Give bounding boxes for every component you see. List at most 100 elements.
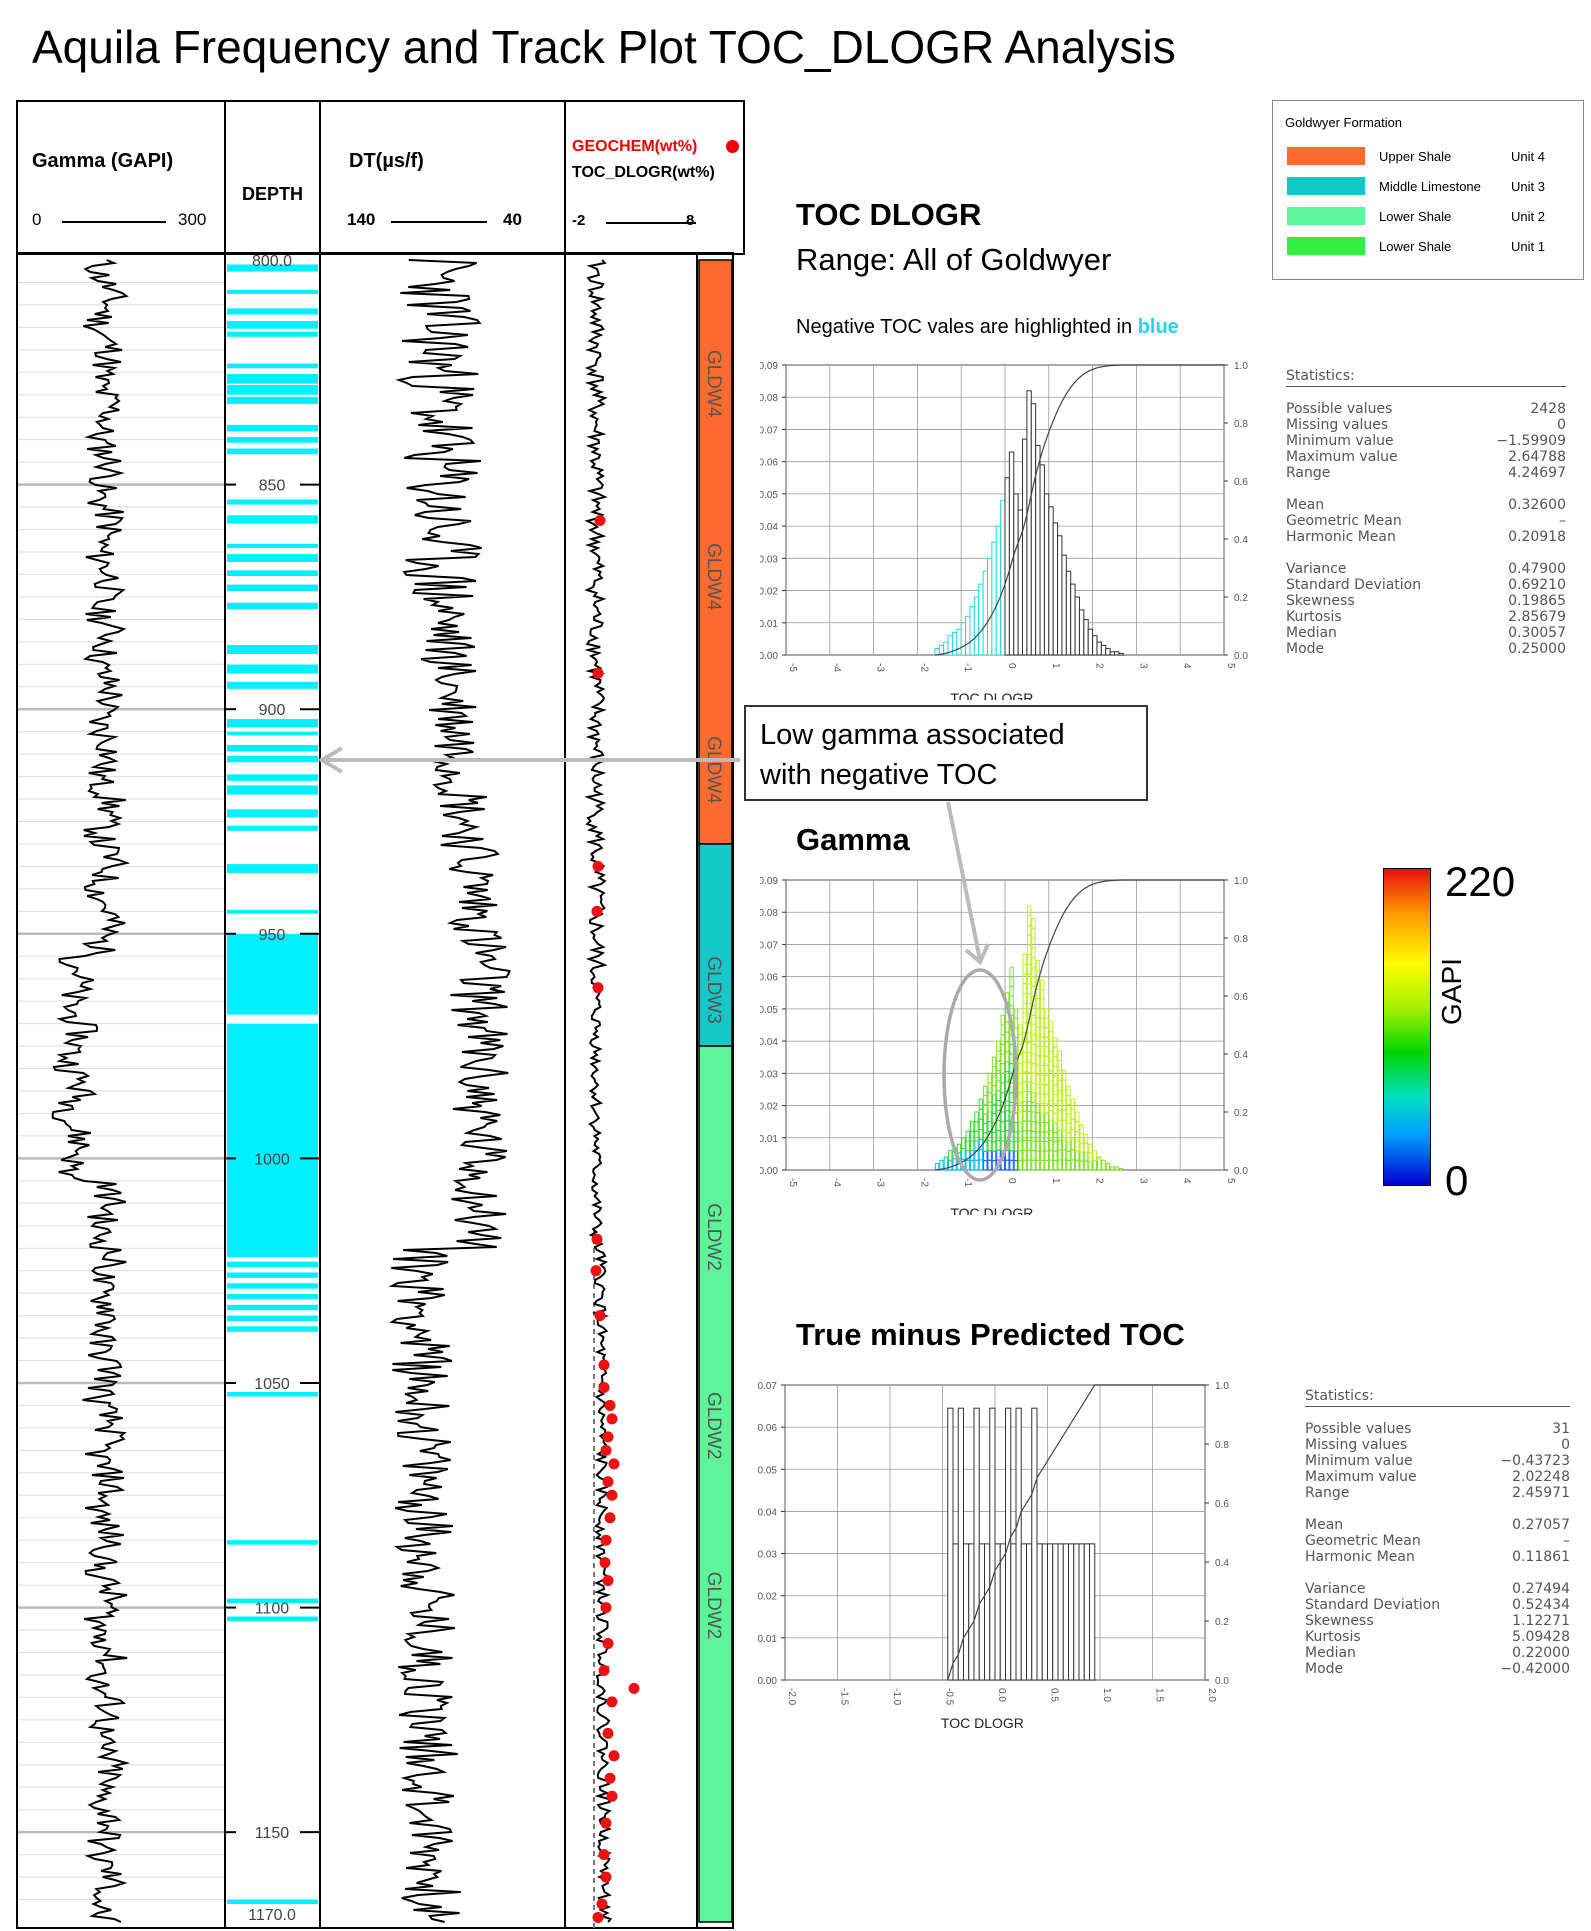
stats-row: Skewness 1.12271 xyxy=(1305,1613,1570,1629)
legend-title: Goldwyer Formation xyxy=(1285,115,1403,130)
stats-value: 0.19865 xyxy=(1508,593,1566,609)
stats-label: Variance xyxy=(1286,561,1347,577)
depth-highlight xyxy=(227,909,318,914)
zone-label: GLDW2 xyxy=(703,1572,724,1640)
y-tick-label: 0.03 xyxy=(760,554,778,565)
stats-row: Minimum value −1.59909 xyxy=(1286,433,1566,449)
histogram-bar xyxy=(1073,1543,1080,1681)
stats-row: Maximum value 2.64788 xyxy=(1286,449,1566,465)
y-tick-label: 0.03 xyxy=(758,1550,778,1561)
geochem-point xyxy=(598,1381,610,1393)
stats-label: Geometric Mean xyxy=(1286,513,1402,529)
stats-value: 1.12271 xyxy=(1512,1613,1570,1629)
zone-label: GLDW4 xyxy=(703,350,724,418)
x-tick-label: 0 xyxy=(1006,663,1017,669)
zone-column: GLDW4 GLDW4 GLDW4 GLDW3 GLDW2 GLDW2 GLDW2 xyxy=(698,259,733,1923)
x-tick-label: 2 xyxy=(1094,663,1105,669)
y-tick-label: 0.08 xyxy=(760,908,778,919)
histogram-bar xyxy=(1022,438,1028,656)
geochem-point xyxy=(606,1413,618,1425)
histogram-bar xyxy=(948,1150,953,1161)
geochem-dot-icon xyxy=(726,140,739,153)
depth-highlight xyxy=(227,385,318,395)
note-text: Negative TOC vales are highlighted in xyxy=(796,316,1138,338)
histogram-bar xyxy=(1018,1024,1023,1036)
x-tick-label: -4 xyxy=(831,663,842,672)
stats-value: 0 xyxy=(1557,417,1566,433)
gamma-gridlines xyxy=(18,281,224,1901)
stats-row: Standard Deviation 0.52434 xyxy=(1305,1597,1570,1613)
depth-highlight xyxy=(227,745,318,752)
histogram-bar xyxy=(1070,1098,1076,1110)
stats-row: Geometric Mean – xyxy=(1286,513,1566,529)
histogram-bar xyxy=(1079,1124,1084,1135)
y-tick-label: 0.01 xyxy=(758,1634,778,1645)
histogram-bar xyxy=(991,1056,997,1068)
depth-highlight xyxy=(227,864,318,873)
histogram-bar xyxy=(1083,619,1089,656)
stats-row: Variance 0.47900 xyxy=(1286,561,1566,577)
geochem-point xyxy=(602,1476,614,1488)
histogram-bar xyxy=(1088,1143,1093,1154)
histogram-bar xyxy=(1013,493,1019,656)
stats-row: Kurtosis 2.85679 xyxy=(1286,609,1566,625)
negative-toc-depth-highlights xyxy=(227,264,318,1905)
x-tick-label: -1.5 xyxy=(839,1688,850,1706)
y-tick-label: 0.07 xyxy=(758,1381,778,1392)
histogram-bar xyxy=(1114,1166,1119,1171)
histogram-bar xyxy=(968,1543,975,1681)
residual-statistics-panel: Statistics: Possible values 31 Missing valu… xyxy=(1305,1388,1570,1677)
y2-tick-label: 0.2 xyxy=(1215,1617,1229,1628)
depth-highlight xyxy=(227,1272,318,1278)
stats-row: Possible values 31 xyxy=(1305,1421,1570,1437)
legend-swatch xyxy=(1287,147,1365,165)
stats-label: Range xyxy=(1305,1485,1350,1501)
geochem-point xyxy=(598,1664,610,1676)
y-tick-label: 0.01 xyxy=(760,1134,778,1145)
geochem-point xyxy=(628,1682,640,1694)
depth-tick-label: 1050 xyxy=(254,1376,290,1393)
y2-tick-label: 0.0 xyxy=(1234,651,1248,662)
x-tick-label: 2.0 xyxy=(1206,1688,1217,1702)
histogram-bar xyxy=(1031,918,1036,929)
cumulative-curve xyxy=(934,879,1224,1171)
histogram-bar xyxy=(1100,644,1107,656)
histogram-bar xyxy=(939,1159,944,1171)
y-tick-label: 0.00 xyxy=(760,1166,778,1177)
geochem-point xyxy=(592,1912,604,1924)
stats-gap xyxy=(1305,1501,1570,1517)
zone-block xyxy=(698,843,733,1047)
x-tick-label: -2 xyxy=(918,1178,929,1187)
histogram-bar xyxy=(1092,635,1098,656)
depth-tick-label: 800.0 xyxy=(252,253,292,270)
geochem-point xyxy=(598,1849,610,1861)
stats-label: Missing values xyxy=(1286,417,1389,433)
gamma-scale-line xyxy=(62,221,166,223)
zone-block xyxy=(698,259,733,845)
histogram-bar xyxy=(969,1121,975,1132)
histogram-bar xyxy=(1105,1163,1111,1171)
y-tick-label: 0.01 xyxy=(760,619,778,630)
zone-label: GLDW2 xyxy=(703,1392,724,1460)
x-tick-label: 5 xyxy=(1225,663,1236,669)
legend-item: Lower Shale Unit 1 xyxy=(1287,237,1545,255)
stats-gap xyxy=(1286,481,1566,497)
histogram-bar xyxy=(1053,1037,1058,1048)
histogram-bar xyxy=(1048,1021,1054,1033)
depth-highlight xyxy=(227,1261,318,1268)
depth-tick-label: 900 xyxy=(259,702,286,719)
stats-label: Maximum value xyxy=(1305,1469,1417,1485)
histogram-bar xyxy=(1031,1407,1038,1681)
histogram-bar xyxy=(1074,596,1080,656)
zone-label: GLDW4 xyxy=(703,543,724,611)
depth-track-label: DEPTH xyxy=(242,184,304,204)
toc-scale-min: -2 xyxy=(572,212,586,229)
depth-highlight xyxy=(227,437,318,443)
histogram-bar xyxy=(1022,953,1027,965)
depth-highlight xyxy=(227,1304,318,1311)
stats-row: Range 4.24697 xyxy=(1286,465,1566,481)
histogram-bar xyxy=(978,583,984,656)
gapi-colorbar xyxy=(1383,868,1431,1186)
gamma-track-header: Gamma (GAPI) 0 300 xyxy=(16,100,226,255)
geochem-point xyxy=(604,1512,616,1524)
